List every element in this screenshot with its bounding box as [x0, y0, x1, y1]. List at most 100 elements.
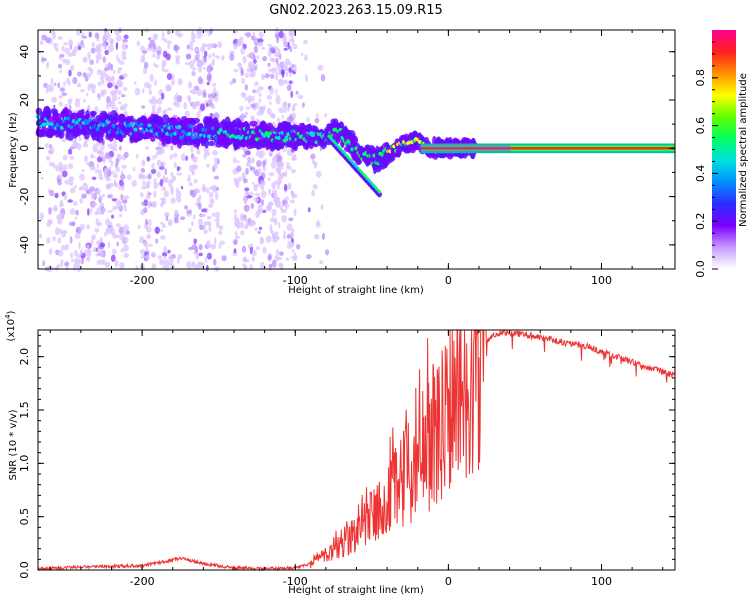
- spectrogram-noise-cell: [286, 106, 290, 112]
- spectrogram-noise-cell: [102, 56, 106, 64]
- spectrogram-noise-cell: [202, 43, 208, 48]
- spectrogram-noise-cell: [255, 210, 260, 219]
- spectrogram-noise-cell: [117, 90, 122, 95]
- spectrogram-noise-cell: [240, 213, 244, 221]
- spectrogram-noise-cell: [123, 236, 129, 244]
- snr-y-ticks: 0.0 0.5 1.0 1.5 2.0: [18, 334, 675, 579]
- spectrogram-noise-cell: [269, 218, 275, 222]
- carrier-halo: [417, 144, 424, 153]
- spectrogram-noise-cell: [120, 193, 124, 201]
- spectrogram-noise-cell: [269, 86, 274, 95]
- spectrogram-noise-cell: [275, 88, 278, 95]
- spectrogram-noise-cell: [256, 160, 262, 168]
- spectrogram-noise-cell: [90, 238, 94, 246]
- spectrogram-noise-cell: [150, 168, 157, 175]
- spectrogram-peak-cell: [127, 123, 132, 128]
- spectrogram-peak-cell: [45, 121, 51, 126]
- spectrogram-noise-cell: [90, 153, 94, 159]
- spectrogram-noise-cell: [78, 241, 81, 249]
- spectrogram-noise-cell: [212, 189, 217, 193]
- spectrogram-noise-cell: [161, 31, 165, 38]
- spectrogram-noise-cell: [74, 257, 79, 264]
- spectrogram-noise-cell: [63, 193, 68, 201]
- spectrogram-noise-cell: [76, 253, 81, 259]
- carrier-halo: [445, 144, 452, 153]
- spectrogram-noise-cell: [262, 56, 267, 62]
- spectrogram-branch-cell: [377, 191, 382, 198]
- spectrogram-noise-cell: [165, 53, 171, 61]
- spectrogram-noise-cell: [163, 190, 169, 198]
- spectrogram-noise-cell: [164, 176, 169, 182]
- spectrogram-noise-cell: [209, 43, 215, 49]
- spectrogram-noise-cell: [213, 87, 217, 94]
- spectrogram-noise-cell: [39, 233, 43, 239]
- spectrogram-noise-cell: [246, 195, 253, 199]
- spectrogram-noise-cell: [321, 232, 326, 241]
- spectrogram-noise-cell: [123, 252, 130, 258]
- spectrogram-noise-cell: [152, 155, 155, 161]
- spectrogram-noise-cell: [111, 170, 116, 175]
- spectrogram-noise-cell: [234, 177, 239, 184]
- spectrogram-noise-cell: [240, 230, 245, 236]
- spectrogram-noise-cell: [107, 82, 113, 89]
- spectrogram-noise-cell: [53, 42, 57, 49]
- spectrogram-noise-cell: [99, 145, 105, 151]
- spectrogram-noise-cell: [277, 176, 282, 185]
- carrier-halo: [422, 144, 429, 153]
- spectrogram-noise-cell: [170, 188, 174, 196]
- spectrogram-noise-cell: [284, 170, 288, 178]
- spectrogram-noise-cell: [253, 197, 259, 203]
- spectrogram-noise-cell: [160, 221, 163, 225]
- spectrogram-noise-cell: [153, 33, 158, 39]
- spectrogram-noise-cell: [249, 263, 253, 270]
- spectrogram-noise-cell: [232, 157, 237, 164]
- spectrogram-ridge-cell: [249, 120, 258, 127]
- spectrogram-noise-cell: [233, 68, 239, 73]
- spectrogram-noise-cell: [70, 64, 75, 71]
- spectrogram-noise-cell: [67, 163, 74, 170]
- spectrogram-noise-cell: [296, 244, 301, 250]
- spectrogram-noise-cell: [252, 63, 258, 71]
- spectrogram-noise-cell: [191, 260, 196, 269]
- spectrogram-noise-cell: [145, 245, 149, 253]
- spectrogram-peak-cell: [95, 127, 100, 132]
- spectrogram-noise-cell: [154, 154, 158, 159]
- snr-exponent-prefix: (x10: [6, 319, 17, 342]
- spectrogram-noise-cell: [251, 249, 257, 257]
- spectrogram-noise-cell: [147, 173, 152, 180]
- spectrogram-noise-cell: [145, 146, 149, 150]
- spectrogram-noise-cell: [39, 40, 44, 45]
- spectrogram-noise-cell: [87, 66, 93, 71]
- spectrogram-noise-cell: [79, 251, 83, 256]
- spectrogram-noise-cell: [163, 256, 167, 260]
- spectrogram-noise-cell: [204, 151, 210, 156]
- snr-exponent-label: (x104): [4, 310, 17, 341]
- spectrogram-noise-cell: [291, 228, 295, 235]
- spectrogram-noise-cell: [197, 261, 204, 267]
- spectrogram-noise-cell: [277, 70, 281, 76]
- spectrogram-noise-cell: [100, 251, 104, 258]
- spectrogram-noise-cell: [244, 187, 250, 192]
- spectrogram-noise-cell: [46, 221, 51, 228]
- spectrogram-noise-cell: [62, 92, 68, 96]
- spectrogram-x-ticks: -200 -100 0 100: [49, 30, 664, 287]
- spectrogram-noise-cell: [105, 33, 111, 40]
- spectrogram-noise-cell: [143, 207, 148, 214]
- spectrogram-noise-cell: [311, 190, 316, 197]
- spectrogram-noise-cell: [152, 53, 155, 59]
- spectrogram-noise-cell: [201, 208, 207, 213]
- spectrogram-noise-cell: [151, 251, 156, 258]
- spectrogram-noise-cell: [204, 256, 208, 264]
- spectrogram-noise-cell: [154, 64, 159, 68]
- spectrogram-noise-cell: [62, 164, 68, 171]
- spectrogram-noise-cell: [284, 196, 290, 202]
- spectrogram-noise-cell: [74, 216, 78, 220]
- x-tick-label: -200: [130, 274, 155, 287]
- spectrogram-noise-cell: [219, 240, 226, 245]
- spectrogram-noise-cell: [214, 192, 219, 200]
- spectrogram-noise-cell: [315, 170, 322, 178]
- spectrogram-noise-cell: [188, 246, 194, 251]
- spectrogram-peak-cell: [41, 122, 47, 127]
- spectrogram-noise-cell: [49, 147, 55, 155]
